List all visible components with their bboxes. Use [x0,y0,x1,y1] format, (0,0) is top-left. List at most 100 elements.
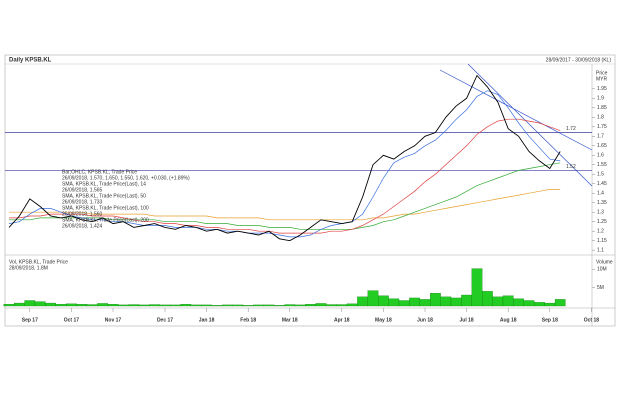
volume-bar [554,299,566,307]
sma-line [8,90,561,238]
volume-bar [222,304,233,307]
volume-bar [367,290,379,307]
volume-bar [24,300,36,307]
volume-bar [284,304,296,307]
volume-bar [76,304,88,307]
y-tick-label: 1.65 [597,143,607,149]
volume-bar [263,304,275,307]
y-tick-label: 5M [597,285,604,291]
x-tick-label: Sep 18 [542,317,558,323]
volume-bar [274,305,285,307]
y-tick-label: 1.75 [597,124,607,130]
date-range: 28/09/2017 - 30/09/2018 (KL) [546,57,612,63]
y-tick-label: 1.55 [597,162,607,168]
x-tick-label: Nov 17 [105,317,122,323]
legend-note: 26/09/2018, 1.565 [62,187,103,193]
volume-bar [398,300,410,307]
volume-bar [14,302,25,307]
legend-entry: SMA, KPSB.KL, Trade Price(Last), 14 [62,181,146,187]
volume-bar [471,268,483,307]
volume-bar [242,305,254,307]
x-tick-label: Dec 17 [157,317,173,323]
x-tick-label: Oct 17 [64,317,80,323]
volume-bar [66,303,77,307]
volume-bar [201,304,212,307]
volume-bar [86,304,98,307]
legend-note: 26/09/2018, 1.733 [62,199,103,205]
y-tick-label: 1.95 [597,86,607,92]
volume-bar [170,304,181,307]
y-tick-label: 10M [597,267,607,273]
y-tick-label: 1.45 [597,181,607,187]
x-tick-label: Aug 18 [500,317,517,323]
volume-bar [128,304,140,307]
y-tick-label: 1.9 [597,96,604,102]
y-tick-label: 1.5 [597,172,604,178]
volume-bar [34,301,46,307]
y-tick-label: 1.6 [597,153,604,159]
volume-bar [502,295,514,307]
volume-bar [180,304,192,307]
sma-line [9,189,561,221]
volume-bar [450,297,462,307]
y-tick-label: 1.3 [597,210,604,216]
volume-bar [294,304,306,307]
volume-bar [159,304,171,307]
volume-bar [523,300,535,307]
volume-bar [461,294,472,307]
volume-bar [190,304,202,307]
volume-bar [45,302,56,307]
volume-label: Volume [596,259,613,265]
x-tick-label: Mar 18 [282,317,298,323]
sma-line [9,162,561,230]
legend-entry: SMA, KPSB.KL, Trade Price(Last), 50 [62,193,146,199]
volume-bar [346,303,358,307]
volume-bar [492,296,504,307]
y-tick-label: 1.35 [597,200,607,206]
volume-bar [118,304,129,307]
sma-line [9,118,561,234]
legend-note: 26/09/2018, 1.560 [62,211,103,217]
y-axis-unit: MYR [596,76,608,82]
trendline [467,63,593,187]
volume-bar [232,304,244,307]
legend-note: 26/09/2018, 1.570, 1.650, 1.550, 1.620, … [62,175,190,181]
volume-bar [388,298,400,307]
x-tick-label: Jan 18 [199,317,215,323]
y-tick-label: 1.85 [597,105,607,111]
x-tick-label: Jul 18 [460,317,474,323]
x-tick-label: Feb 18 [240,317,256,323]
x-tick-label: May 18 [375,317,392,323]
x-tick-label: Apr 18 [334,317,350,323]
volume-note: 28/09/2018, 1.8M [9,265,48,271]
volume-bar [513,298,524,307]
volume-bar [107,304,119,307]
legend-note: 26/09/2018, 1.424 [62,223,103,229]
y-tick-label: 1.7 [597,134,604,140]
volume-bar [482,291,493,307]
price-line [8,74,561,242]
legend-entry: SMA, KPSB.KL, Trade Price(Last), 200 [62,217,149,223]
volume-bar [305,304,316,307]
chart-frame [4,54,616,327]
level-label: 1.72 [566,126,576,132]
x-tick-label: Oct 18 [584,317,600,323]
y-tick-label: 1.2 [597,229,604,235]
y-tick-label: 1.1 [597,248,604,254]
volume-legend: Vol, KPSB.KL, Trade Price [9,259,68,265]
volume-bar [55,304,67,307]
x-tick-label: Jun 18 [417,317,433,323]
y-tick-label: 1.4 [597,191,604,197]
y-tick-label: 1.8 [597,115,604,121]
volume-bar [378,295,389,307]
volume-bar [430,293,441,307]
volume-bar [97,303,108,307]
volume-bar [326,304,337,307]
volume-bar [534,302,545,307]
volume-bar [336,304,348,307]
volume-bar [419,299,431,307]
level-label: 1.52 [566,164,576,170]
volume-bar [409,297,420,307]
